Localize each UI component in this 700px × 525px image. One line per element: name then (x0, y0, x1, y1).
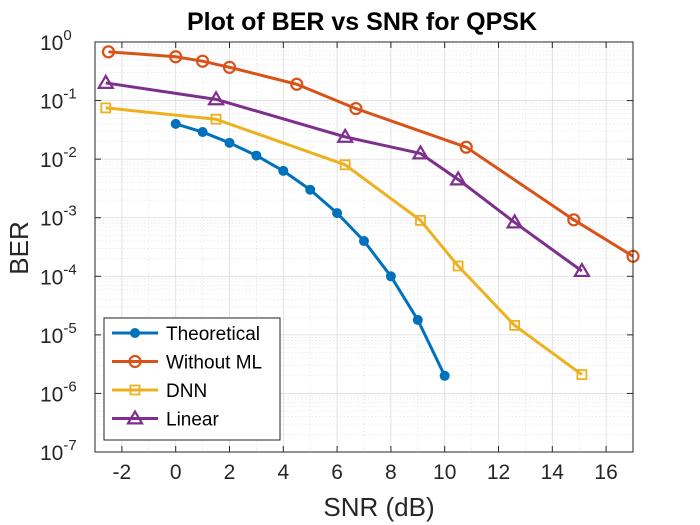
data-point-theoretical (224, 137, 235, 148)
data-point-theoretical (251, 150, 262, 161)
y-tick-label: 10-1 (40, 86, 77, 114)
series-without-ml (101, 45, 640, 263)
data-point-theoretical (170, 118, 181, 129)
legend-marker-linear (126, 409, 144, 425)
data-point-linear (572, 261, 591, 278)
series-layer (96, 45, 640, 381)
data-point-theoretical (305, 184, 316, 195)
data-point-theoretical (439, 370, 450, 381)
data-point-without-ml (290, 77, 304, 91)
data-point-dnn (452, 260, 464, 272)
series-linear (96, 73, 591, 278)
data-point-theoretical (197, 127, 208, 138)
x-tick-label: 10 (433, 461, 456, 484)
data-point-dnn (576, 369, 588, 380)
data-point-linear (505, 213, 524, 229)
legend-marker-without-ml (128, 354, 142, 369)
data-point-theoretical (385, 271, 396, 282)
plot-frame (94, 41, 634, 453)
x-tick-label: 14 (541, 461, 565, 484)
legend-entry-without-ml: Without ML (166, 353, 262, 374)
x-axis-label: SNR (dB) (323, 492, 434, 522)
y-tick-label: 10-3 (40, 203, 77, 231)
data-point-without-ml (101, 45, 116, 59)
x-tick-label: 0 (170, 461, 182, 484)
x-tick-label: 6 (331, 461, 343, 484)
data-point-linear (411, 144, 430, 160)
y-tick-label: 10-4 (40, 261, 77, 289)
data-point-linear (336, 127, 355, 143)
x-tick-label: 12 (487, 461, 510, 484)
x-tick-label: 8 (385, 461, 397, 484)
data-point-theoretical (412, 314, 423, 325)
data-point-dnn (100, 102, 112, 114)
data-point-without-ml (196, 54, 210, 68)
x-tick-label: 16 (594, 461, 617, 484)
data-point-theoretical (332, 208, 343, 219)
series-line-without-ml (108, 50, 634, 258)
chart-title: Plot of BER vs SNR for QPSK (187, 8, 537, 36)
data-point-theoretical (278, 165, 289, 176)
y-tick-label: 10-2 (40, 144, 77, 172)
data-point-linear (96, 73, 115, 89)
data-point-without-ml (222, 60, 237, 74)
data-point-without-ml (459, 140, 473, 154)
y-tick-label: 10-7 (40, 437, 77, 465)
x-tick-label: 2 (224, 461, 236, 484)
data-point-linear (207, 90, 225, 106)
series-line-linear (105, 81, 583, 273)
series-line-dnn (105, 106, 583, 376)
data-point-without-ml (169, 50, 183, 64)
y-tick-label: 10-5 (40, 320, 77, 348)
y-axis-label: BER (4, 221, 34, 274)
x-tick-label: 4 (277, 461, 289, 484)
minor-grid (94, 42, 634, 452)
data-point-without-ml (349, 101, 363, 116)
y-tick-label: 10-6 (40, 378, 77, 406)
data-point-linear (449, 170, 468, 186)
x-tick-label: -2 (113, 461, 132, 484)
y-tick-labels: 100 10-1 10-2 10-3 10-4 10-5 10-6 10-7 (40, 27, 77, 465)
legend-marker-theoretical (130, 328, 140, 338)
legend-marker-dnn (129, 384, 141, 396)
data-point-dnn (509, 320, 521, 331)
data-point-without-ml (567, 213, 581, 227)
legend: Theoretical Without ML DNN Linear (103, 317, 281, 441)
legend-entry-linear: Linear (166, 410, 219, 431)
series-theoretical (170, 118, 450, 381)
y-tick-label: 100 (40, 27, 72, 55)
data-point-dnn (210, 113, 222, 125)
series-dnn (100, 102, 588, 380)
data-point-dnn (339, 159, 351, 171)
data-point-dnn (415, 214, 426, 226)
data-point-theoretical (359, 236, 369, 247)
x-tick-labels: -2 0 2 4 6 8 10 12 14 16 (113, 461, 618, 484)
tick-marks (95, 41, 633, 453)
legend-entry-theoretical: Theoretical (166, 324, 260, 345)
legend-entry-dnn: DNN (166, 381, 207, 402)
